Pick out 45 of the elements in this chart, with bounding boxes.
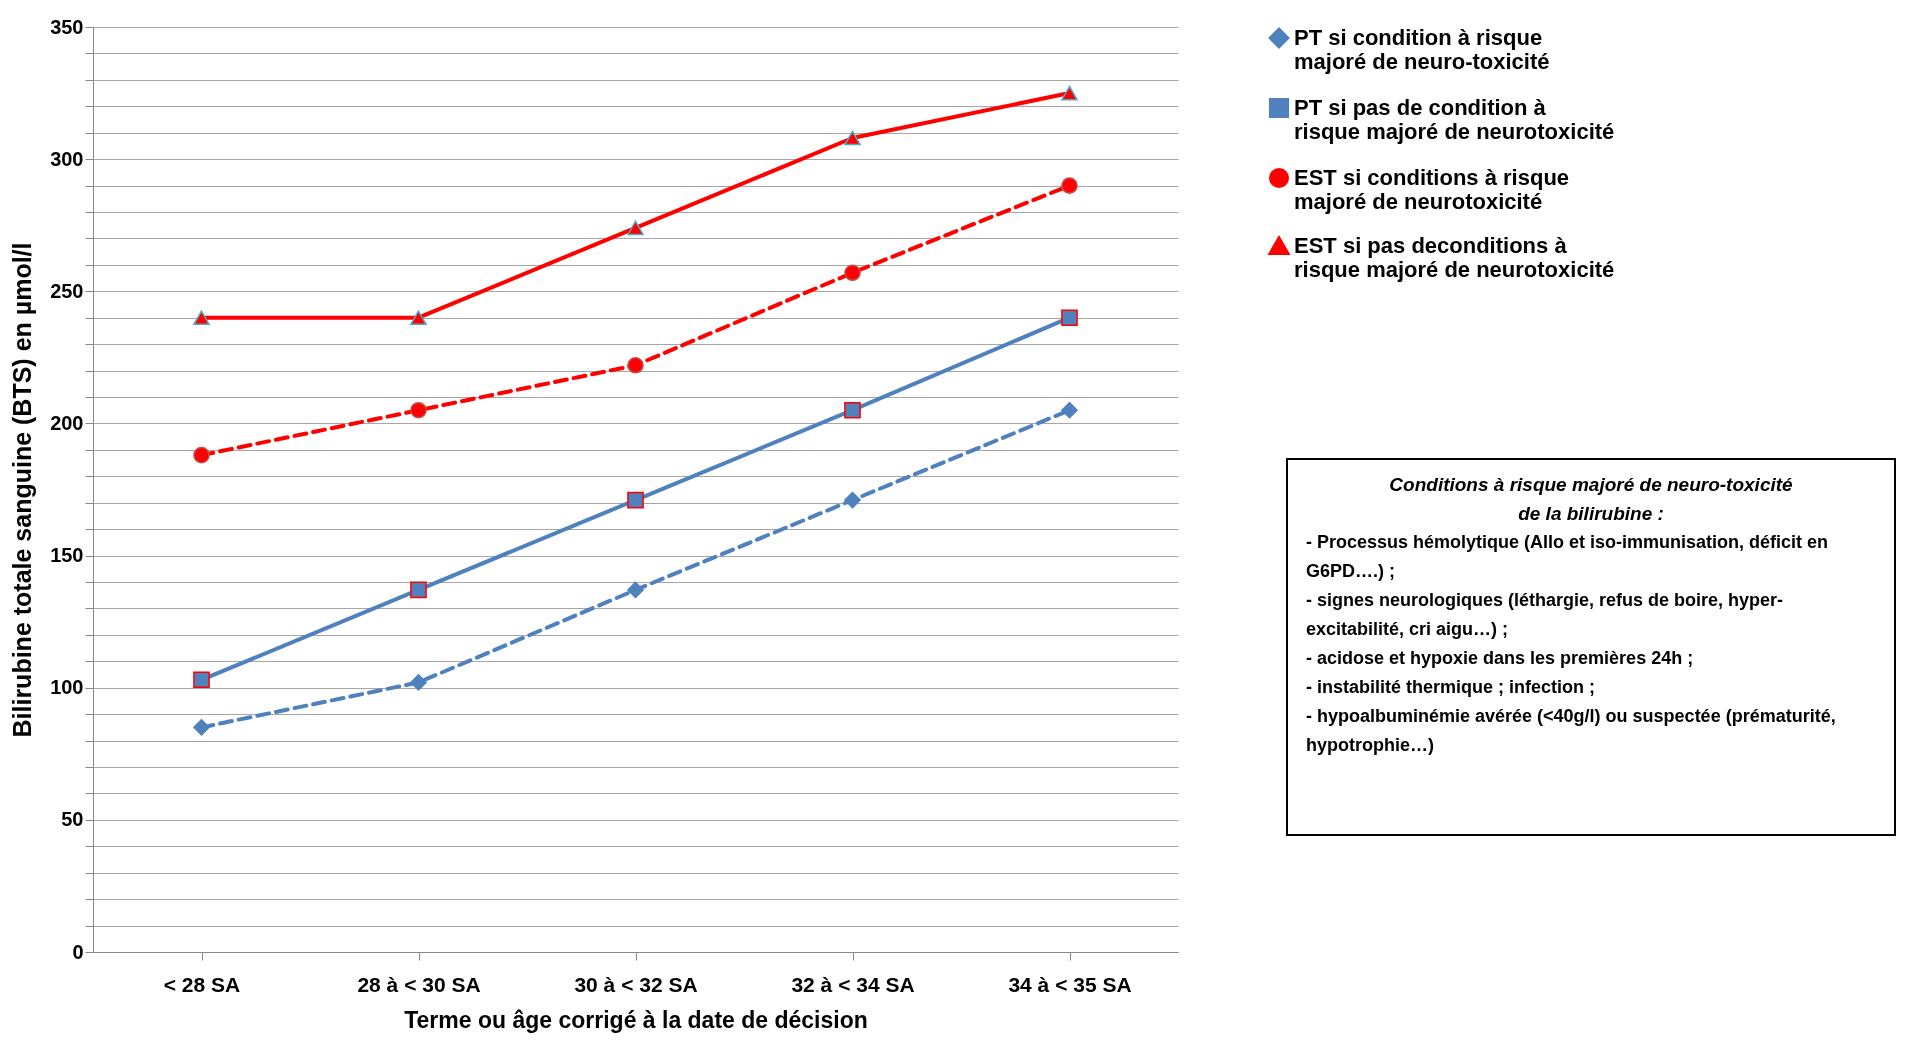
x-axis-title: Terme ou âge corrigé à la date de décision bbox=[404, 1006, 868, 1033]
point bbox=[844, 130, 861, 146]
point bbox=[410, 401, 427, 419]
point bbox=[844, 491, 861, 509]
text: Conditions à risque majoré de neuro-toxicité de la bilirubine : bbox=[1388, 473, 1794, 526]
point bbox=[1061, 401, 1078, 419]
y-tick-label: 150 bbox=[50, 544, 84, 567]
point bbox=[1061, 85, 1078, 101]
text: - instabilité thermique ; infection ; bbox=[1306, 676, 1596, 699]
x-tick-label: 30 à < 32 SA bbox=[574, 972, 698, 996]
legend-label: PT si pas de condition à risque majoré de neurotoxicité bbox=[1294, 95, 1615, 144]
legend-label: EST si conditions à risque majoré de neurotoxicité bbox=[1294, 165, 1570, 214]
point bbox=[627, 491, 644, 509]
point bbox=[844, 401, 861, 419]
y-tick-label: 350 bbox=[50, 15, 84, 38]
point bbox=[844, 264, 861, 282]
point bbox=[410, 674, 427, 691]
y-axis-title: Bilirubine totale sanguine (BTS) en µmol/l bbox=[8, 242, 37, 738]
point bbox=[193, 719, 210, 736]
point bbox=[1061, 177, 1078, 194]
legend-label: PT si condition à risque majoré de neuro-toxicité bbox=[1294, 25, 1550, 74]
y-tick-label: 50 bbox=[61, 808, 84, 831]
y-tick-label: 300 bbox=[50, 147, 84, 170]
y-tick-label: 200 bbox=[50, 411, 84, 434]
text: - Processus hémolytique (Allo et iso-immunisation, déficit en G6PD….) ; bbox=[1306, 531, 1830, 583]
point bbox=[193, 671, 210, 689]
text: - acidose et hypoxie dans les premières 24h ; bbox=[1306, 647, 1695, 670]
text: - hypoalbuminémie avérée (<40g/l) ou suspectée (prématurité, hypotrophie…) bbox=[1306, 705, 1837, 757]
point bbox=[627, 220, 644, 236]
text: - signes neurologiques (léthargie, refus de boire, hyper-excitabilité, cri aigu…) ; bbox=[1306, 589, 1785, 641]
point bbox=[193, 446, 210, 464]
point bbox=[410, 310, 427, 326]
legend-label: EST si pas deconditions à risque majoré de neurotoxicité bbox=[1294, 233, 1615, 282]
point bbox=[627, 581, 644, 599]
x-tick-label: 28 à < 30 SA bbox=[357, 972, 481, 996]
point bbox=[1061, 309, 1078, 327]
x-tick-label: 34 à < 35 SA bbox=[1008, 972, 1132, 996]
x-tick-label: < 28 SA bbox=[163, 972, 241, 996]
y-tick-label: 100 bbox=[50, 676, 84, 699]
x-tick-label: 32 à < 34 SA bbox=[791, 972, 915, 996]
y-tick-label: 250 bbox=[50, 279, 84, 302]
point bbox=[627, 356, 644, 374]
point bbox=[410, 581, 427, 599]
point bbox=[193, 310, 210, 326]
y-tick-label: 0 bbox=[72, 940, 84, 963]
